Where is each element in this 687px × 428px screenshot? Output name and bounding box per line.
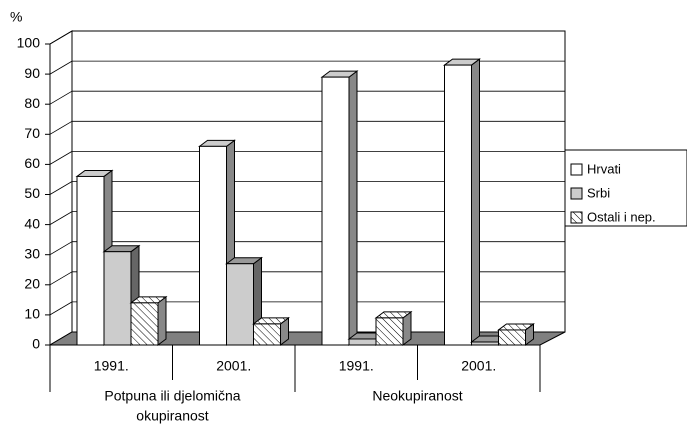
y-tick-label: 10: [24, 306, 40, 322]
y-tick-label: 60: [24, 155, 40, 171]
bar-front: [375, 317, 404, 346]
legend-swatch: [570, 187, 583, 200]
bar-front: [130, 302, 159, 346]
bar: [374, 310, 413, 346]
bar-front: [103, 251, 132, 346]
group-label: Neokupiranost: [372, 388, 462, 404]
bar-front: [444, 64, 472, 346]
x-tick-label: 1991.: [339, 358, 374, 374]
y-tick-label: 100: [17, 35, 41, 51]
x-tick-label: 2001.: [461, 358, 496, 374]
grid-line: [49, 30, 73, 45]
bar-front: [253, 323, 281, 346]
bar: [443, 58, 481, 346]
grid-line: [49, 211, 73, 225]
x-tick-label: 1991.: [94, 358, 129, 374]
bar: [497, 322, 535, 346]
grid-line: [49, 241, 73, 256]
y-tick-label: 90: [24, 65, 40, 81]
bar-front: [76, 175, 105, 346]
y-tick-label: 80: [24, 95, 40, 111]
group-label: Potpuna ili djelomična: [104, 388, 240, 404]
legend-label: Hrvati: [587, 161, 621, 176]
bar-side: [348, 70, 358, 346]
y-tick-label: 40: [24, 215, 40, 231]
bar: [225, 256, 263, 346]
legend-swatch: [570, 211, 583, 224]
legend-swatch: [570, 163, 583, 176]
grid-line: [49, 120, 73, 135]
y-tick-label: 20: [24, 276, 40, 292]
y-tick-label: 50: [24, 185, 40, 201]
grid-line: [49, 301, 73, 316]
grid-line: [49, 60, 73, 75]
bar-front: [226, 263, 254, 346]
grid-line: [49, 271, 73, 286]
bar-front: [321, 76, 350, 346]
group-label: okupiranost: [136, 408, 208, 424]
bar: [129, 295, 168, 346]
bar-front: [471, 341, 499, 346]
bar: [320, 70, 359, 346]
legend-box: [564, 149, 687, 227]
bar-front: [498, 329, 526, 346]
grid-line: [49, 90, 73, 105]
y-tick-label: 70: [24, 125, 40, 141]
y-tick-label: 0: [32, 336, 40, 352]
y-axis-label: %: [10, 9, 22, 25]
bar: [198, 139, 236, 346]
grid-line: [49, 181, 73, 195]
bar-front: [348, 338, 377, 346]
bar-front: [199, 145, 227, 346]
bar-side: [157, 295, 167, 346]
bar: [252, 316, 290, 346]
x-tick-label: 2001.: [216, 358, 251, 374]
grid-line: [49, 151, 73, 165]
legend-label: Srbi: [587, 185, 610, 200]
y-tick-label: 30: [24, 245, 40, 261]
bar-side: [471, 58, 480, 346]
legend-label: Ostali i nep.: [587, 209, 656, 224]
